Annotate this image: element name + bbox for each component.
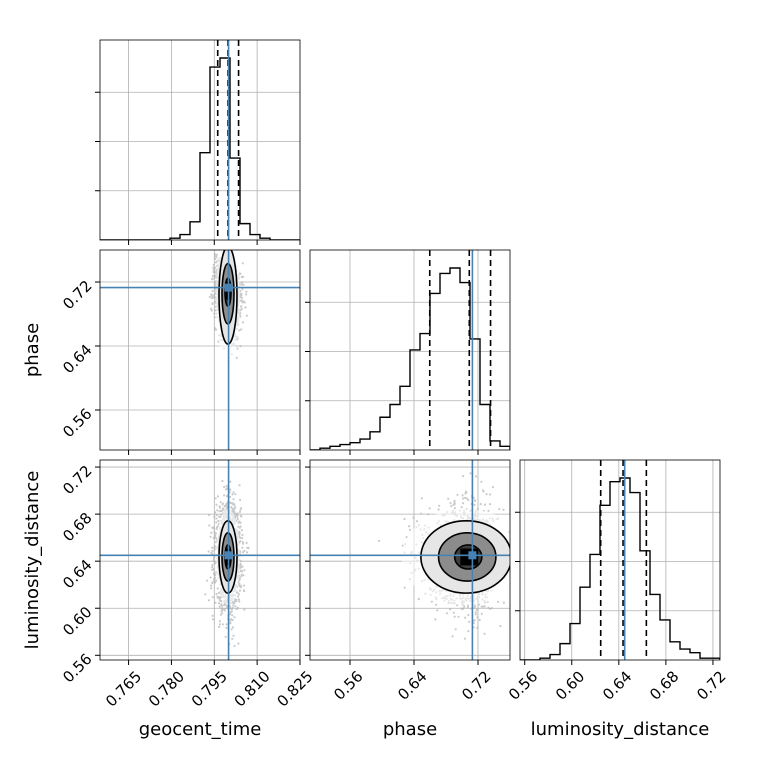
x-tick-label-luminosity_distance: 0.64 xyxy=(599,667,635,703)
x-axis-label-geocent_time: geocent_time xyxy=(139,719,262,740)
y-tick-label-phase: 0.72 xyxy=(59,277,95,313)
panel-frame xyxy=(99,39,301,241)
truth-marker xyxy=(224,283,233,292)
x-tick-label-phase: 0.64 xyxy=(394,667,430,703)
scatter-panel-geocent_time-phase xyxy=(99,249,301,451)
x-tick-label-luminosity_distance: 0.68 xyxy=(646,667,682,703)
contour-line-2 xyxy=(437,532,497,582)
x-tick-label-phase: 0.56 xyxy=(330,667,366,703)
y-tick-label-phase: 0.64 xyxy=(59,341,95,377)
hist-panel-luminosity_distance xyxy=(515,459,721,661)
y-tick-label-luminosity_distance: 0.68 xyxy=(59,509,95,545)
x-tick-label-geocent_time: 0.780 xyxy=(145,667,188,710)
scatter-panel-geocent_time-luminosity_distance xyxy=(99,459,301,661)
panel-frame xyxy=(519,459,721,661)
contour-line-1 xyxy=(420,519,510,594)
y-tick-label-luminosity_distance: 0.56 xyxy=(59,650,95,686)
histogram-phase xyxy=(310,267,510,450)
histogram-luminosity_distance xyxy=(520,477,720,660)
x-tick-label-geocent_time: 0.810 xyxy=(231,667,274,710)
x-tick-label-luminosity_distance: 0.60 xyxy=(552,667,588,703)
x-tick-label-geocent_time: 0.765 xyxy=(102,667,145,710)
x-tick-label-geocent_time: 0.825 xyxy=(274,667,317,710)
histogram-geocent_time xyxy=(100,57,300,240)
truth-marker xyxy=(468,551,477,560)
x-tick-label-luminosity_distance: 0.56 xyxy=(505,667,541,703)
panel-content xyxy=(310,460,510,660)
panel-frame xyxy=(309,249,511,451)
y-tick-label-luminosity_distance: 0.60 xyxy=(59,603,95,639)
y-axis-label-phase: phase xyxy=(22,323,43,377)
y-axis-label-luminosity_distance: luminosity_distance xyxy=(22,471,43,650)
x-tick-label-luminosity_distance: 0.72 xyxy=(693,667,729,703)
x-axis-label-phase: phase xyxy=(383,719,437,740)
contour-line-3 xyxy=(453,544,483,570)
truth-marker xyxy=(224,551,233,560)
panel-content xyxy=(100,460,300,660)
hist-panel-geocent_time xyxy=(95,39,301,241)
panel-frame xyxy=(309,459,511,661)
hist-panel-phase xyxy=(305,249,511,451)
x-tick-label-phase: 0.72 xyxy=(458,667,494,703)
y-tick-label-luminosity_distance: 0.64 xyxy=(59,556,95,592)
panel-content xyxy=(100,250,300,450)
y-tick-label-luminosity_distance: 0.72 xyxy=(59,462,95,498)
panel-frame xyxy=(99,249,301,451)
panel-frame xyxy=(99,459,301,661)
x-axis-label-luminosity_distance: luminosity_distance xyxy=(531,719,710,740)
y-tick-label-phase: 0.56 xyxy=(59,405,95,441)
x-tick-label-geocent_time: 0.795 xyxy=(188,667,231,710)
scatter-panel-phase-luminosity_distance xyxy=(309,459,511,661)
